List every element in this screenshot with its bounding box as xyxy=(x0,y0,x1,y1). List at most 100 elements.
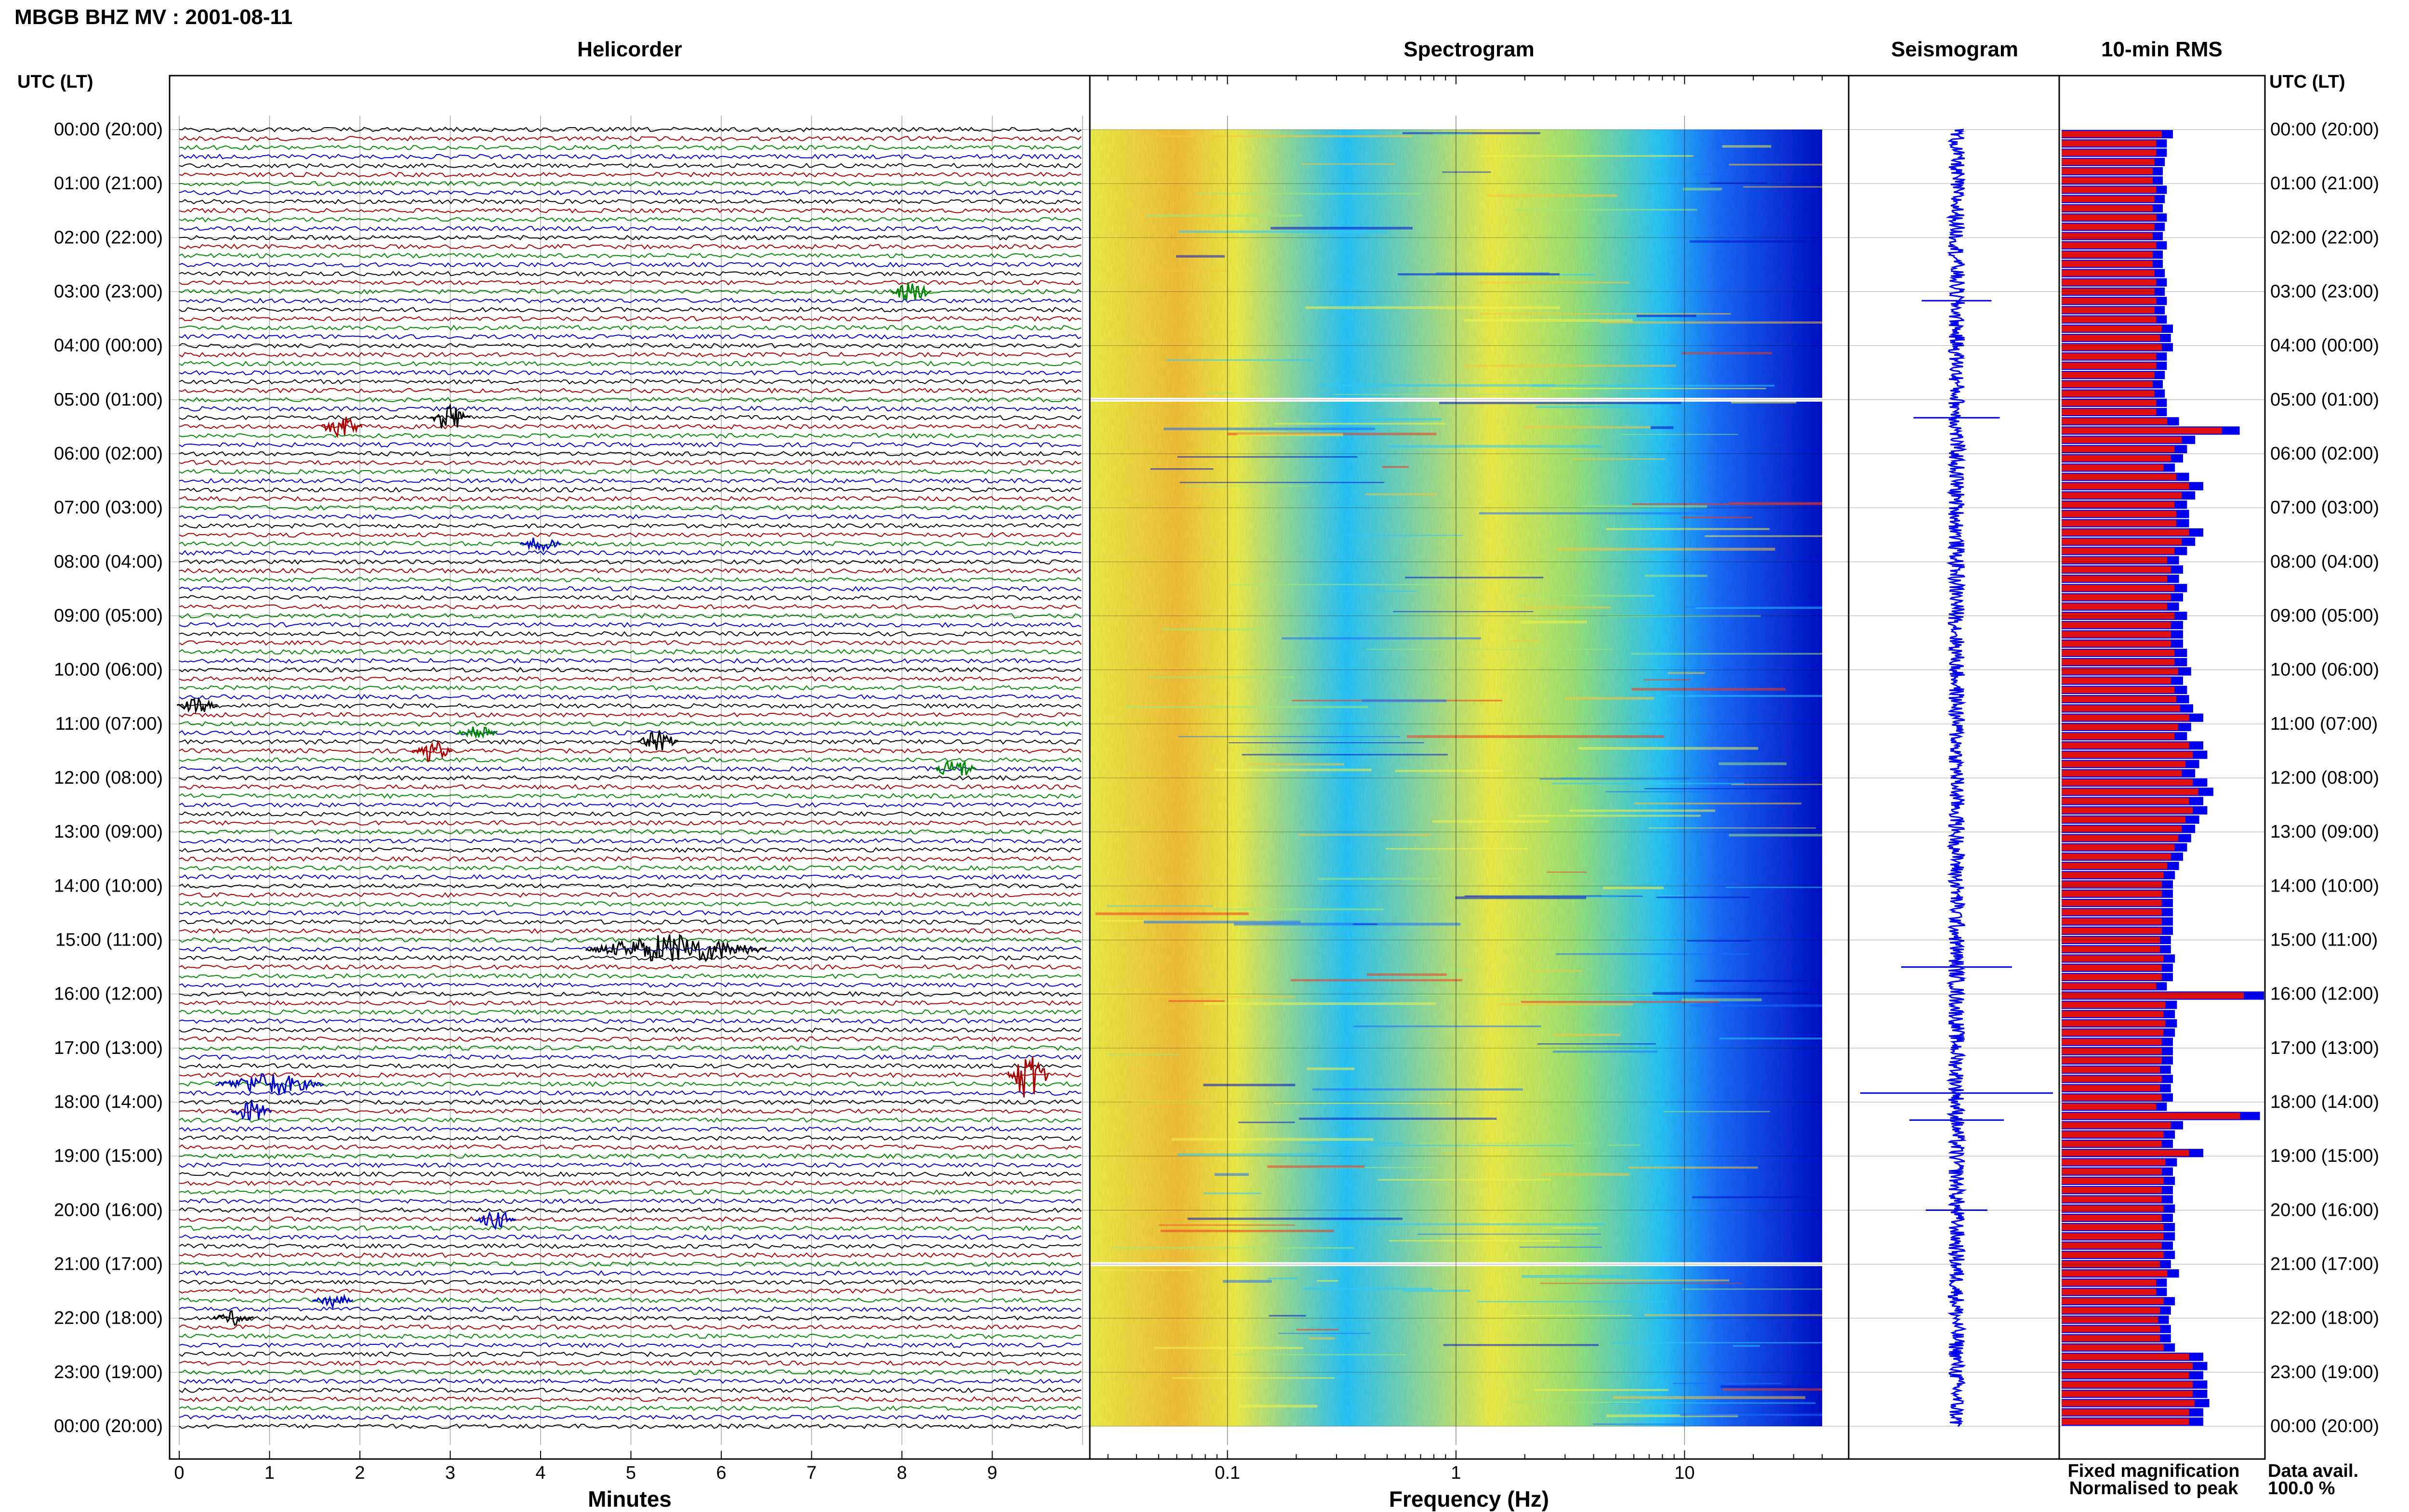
helicorder-event xyxy=(411,739,453,762)
hour-label-left: 09:00 (05:00) xyxy=(54,606,163,626)
spectrogram-streak xyxy=(1477,1301,1667,1302)
rms-bar-normalised xyxy=(2062,1326,2160,1332)
spectrogram-streak xyxy=(1631,688,1786,691)
spectrogram-streak xyxy=(1743,186,1822,188)
rms-bar-normalised xyxy=(2062,436,2182,443)
rms-bar-normalised xyxy=(2062,1029,2164,1036)
spectrogram-streak xyxy=(1690,240,1822,243)
rms-bar-normalised xyxy=(2062,1307,2160,1314)
hour-label-left: 04:00 (00:00) xyxy=(54,336,163,356)
spectrogram-streak xyxy=(1178,736,1401,737)
helicorder-event xyxy=(935,760,977,776)
rms-bar-normalised xyxy=(2062,279,2157,286)
hour-label-right: 11:00 (07:00) xyxy=(2270,714,2378,734)
rms-bar-normalised xyxy=(2062,1039,2162,1045)
frequency-tick-label: 10 xyxy=(1674,1463,1694,1483)
rms-bar-normalised xyxy=(2062,1113,2240,1119)
spectrogram-streak xyxy=(1127,1069,1153,1071)
spectrogram-gap xyxy=(1090,397,1822,402)
helicorder-trace xyxy=(179,1135,1082,1141)
helicorder-trace xyxy=(179,217,1082,223)
hour-label-right: 17:00 (13:00) xyxy=(2270,1038,2379,1058)
spectrogram-streak xyxy=(1668,672,1705,674)
spectrogram-streak xyxy=(1685,606,1822,607)
spectrogram-streak xyxy=(1719,1038,1822,1039)
helicorder-trace xyxy=(179,883,1082,889)
helicorder-trace xyxy=(179,252,1082,259)
spectrogram-streak xyxy=(1694,174,1732,175)
hour-label-right: 15:00 (11:00) xyxy=(2270,930,2378,950)
spectrogram-streak xyxy=(1564,697,1655,700)
rms-bar-normalised xyxy=(2062,863,2168,869)
helicorder-trace xyxy=(179,190,1082,196)
spectrogram-streak xyxy=(1442,1153,1463,1155)
rms-bar-normalised xyxy=(2062,927,2162,934)
hour-label-left: 22:00 (18:00) xyxy=(54,1308,163,1328)
spectrogram-streak xyxy=(1242,754,1448,756)
rms-bar-normalised xyxy=(2062,529,2189,536)
spectrogram-streak xyxy=(1333,394,1551,395)
rms-bar-normalised xyxy=(2062,1140,2162,1147)
spectrogram-streak xyxy=(1524,606,1611,609)
spectrogram-streak xyxy=(1581,505,1707,508)
spectrogram-streak xyxy=(1455,896,1587,899)
rms-bar-normalised xyxy=(2062,1316,2158,1323)
rms-bar-normalised xyxy=(2062,1011,2164,1017)
hour-label-left: 00:00 (20:00) xyxy=(54,1416,163,1436)
spectrogram-streak xyxy=(1154,1347,1303,1349)
rms-bars xyxy=(2062,130,2264,1426)
spectrogram-streak xyxy=(1608,1144,1641,1146)
helicorder-trace xyxy=(179,955,1082,961)
rms-bar-normalised xyxy=(2062,983,2157,990)
hour-label-right: 00:00 (20:00) xyxy=(2270,1416,2379,1436)
helicorder-trace xyxy=(179,1162,1082,1168)
spectrogram-streak xyxy=(1606,1414,1738,1418)
spectrogram-streak xyxy=(1416,995,1655,996)
rms-bar-normalised xyxy=(2062,649,2175,657)
helicorder-trace xyxy=(179,334,1082,340)
spectrogram-streak xyxy=(1521,1001,1720,1003)
spectrogram-gap xyxy=(1090,1262,1822,1266)
rms-bar-normalised xyxy=(2062,196,2155,202)
spectrogram-streak xyxy=(1436,272,1549,274)
helicorder-trace xyxy=(179,478,1082,484)
spectrogram-streak xyxy=(1578,1279,1730,1282)
helicorder-trace xyxy=(179,1378,1082,1384)
helicorder-trace xyxy=(179,198,1082,205)
helicorder-trace xyxy=(179,1387,1082,1394)
spectrogram-streak xyxy=(1228,742,1424,744)
spectrogram-streak xyxy=(1557,548,1775,551)
hour-label-right: 14:00 (10:00) xyxy=(2270,876,2379,896)
helicorder-trace xyxy=(179,1090,1082,1096)
hour-label-right: 12:00 (08:00) xyxy=(2270,768,2379,788)
rms-bar-normalised xyxy=(2062,1122,2171,1129)
rms-bar-normalised xyxy=(2062,1344,2164,1351)
helicorder-trace xyxy=(179,1045,1082,1051)
spectrogram-streak xyxy=(1733,1345,1760,1347)
rms-bar-normalised xyxy=(2062,483,2189,489)
spectrogram-streak xyxy=(1112,1247,1354,1249)
minute-tick-label: 3 xyxy=(445,1463,455,1483)
spectrogram-streak xyxy=(1215,768,1372,772)
minute-tick-label: 0 xyxy=(174,1463,184,1483)
helicorder-trace xyxy=(179,1315,1082,1321)
helicorder-trace xyxy=(179,1306,1082,1312)
rms-bar-normalised xyxy=(2062,1187,2162,1194)
spectrogram-streak xyxy=(1204,1192,1261,1195)
helicorder-trace xyxy=(179,1324,1082,1330)
spectrogram-streak xyxy=(1204,1002,1436,1005)
helicorder-trace xyxy=(179,550,1082,556)
rms-bar-normalised xyxy=(2062,408,2157,416)
spectrogram-streak xyxy=(1612,1396,1806,1399)
rms-bar-normalised xyxy=(2062,1335,2160,1341)
helicorder-trace xyxy=(179,145,1082,151)
helicorder-trace xyxy=(179,1252,1082,1258)
spectrogram-streak xyxy=(1373,418,1442,421)
spectrogram-streak xyxy=(1305,306,1560,309)
hour-label-left: 03:00 (23:00) xyxy=(54,282,163,302)
spectrogram-streak xyxy=(1367,973,1447,976)
spectrogram-streak xyxy=(1643,679,1691,681)
spectrogram-streak xyxy=(1480,313,1731,315)
helicorder-event xyxy=(456,726,498,739)
spectrogram-streak xyxy=(1320,384,1556,387)
